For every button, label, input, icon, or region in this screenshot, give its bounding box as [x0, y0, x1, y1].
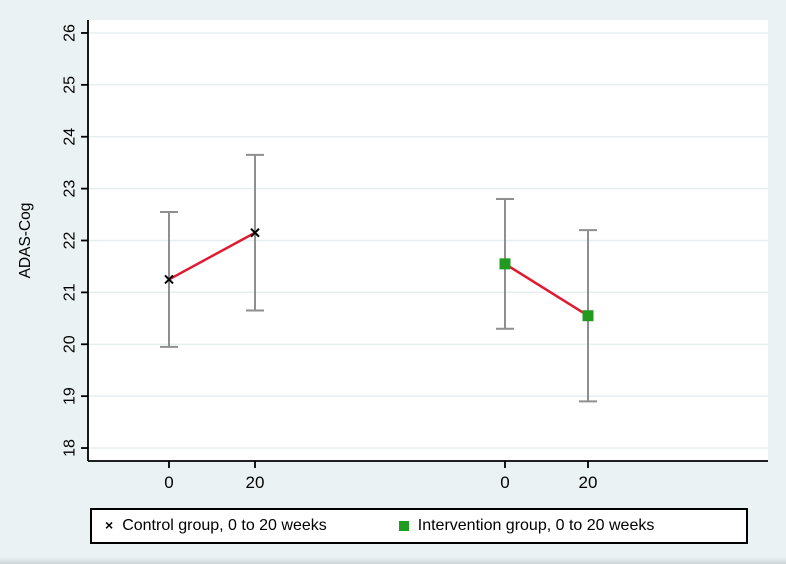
y-tick-label: 21	[62, 283, 79, 301]
x-tick-label: 20	[246, 473, 265, 492]
y-tick-label: 19	[62, 387, 79, 405]
square-marker-icon	[398, 521, 409, 531]
data-point-square-marker	[582, 310, 594, 322]
y-tick-label: 25	[62, 76, 79, 94]
legend-entry-control: × Control group, 0 to 20 weeks	[105, 517, 327, 535]
data-point-square-marker	[499, 258, 511, 270]
y-tick-label: 22	[62, 232, 79, 250]
y-tick-label: 26	[62, 24, 79, 42]
trend-line	[168, 231, 256, 281]
trend-line	[504, 262, 589, 317]
chart-legend: × Control group, 0 to 20 weeks Intervent…	[90, 508, 748, 544]
y-tick-label: 20	[62, 335, 79, 353]
x-tick-label: 0	[164, 473, 173, 492]
y-axis-title: ADAS-Cog	[17, 203, 34, 279]
y-tick-label: 23	[62, 180, 79, 198]
data-point-x-marker	[250, 228, 260, 238]
legend-entry-intervention: Intervention group, 0 to 20 weeks	[398, 517, 655, 535]
legend-label-control: Control group, 0 to 20 weeks	[122, 517, 327, 534]
legend-label-intervention: Intervention group, 0 to 20 weeks	[417, 517, 655, 534]
x-marker-icon: ×	[105, 517, 114, 533]
x-tick-label: 0	[500, 473, 509, 492]
y-tick-label: 18	[62, 439, 79, 457]
x-tick-label: 20	[579, 473, 598, 492]
y-tick-label: 24	[62, 128, 79, 146]
figure-bottom-edge	[0, 557, 786, 564]
data-point-x-marker	[164, 274, 174, 285]
